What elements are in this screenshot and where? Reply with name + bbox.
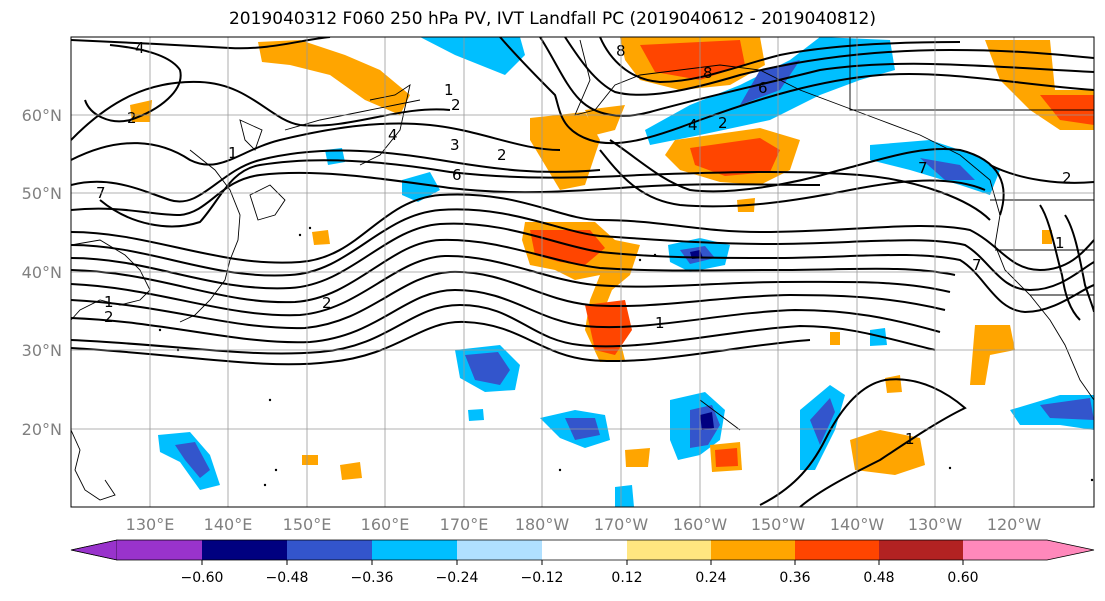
contour-label: 2 bbox=[718, 114, 728, 132]
contour-label: 1 bbox=[444, 81, 454, 99]
colorbar-segment bbox=[711, 540, 795, 560]
colorbar-tick-label: −0.60 bbox=[181, 570, 224, 586]
colorbar-tick-label: −0.36 bbox=[351, 570, 394, 586]
pv-anomaly-shading bbox=[130, 37, 1094, 507]
lon-label: 130°W bbox=[908, 515, 963, 534]
contour-label: 2 bbox=[497, 146, 507, 164]
lon-label: 160°W bbox=[673, 515, 728, 534]
contour-label: 1 bbox=[1055, 234, 1065, 252]
lon-label: 150°W bbox=[751, 515, 806, 534]
contour-label: 1 bbox=[655, 314, 665, 332]
map-content: 4 7 1 2 4 3 2 6 1 2 8 8 6 4 2 1 7 2 1 2 … bbox=[71, 37, 1094, 507]
contour-label: 1 bbox=[905, 430, 915, 448]
contour-label: 2 bbox=[1062, 169, 1072, 187]
colorbar: −0.60 −0.48 −0.36 −0.24 −0.12 0.12 0.24 … bbox=[70, 539, 1095, 586]
lon-label: 120°W bbox=[987, 515, 1042, 534]
colorbar-tick-label: 0.36 bbox=[779, 570, 810, 586]
colorbar-tick-label: −0.48 bbox=[266, 570, 309, 586]
lat-label-40n: 40°N bbox=[22, 263, 62, 282]
lon-label: 150°E bbox=[283, 515, 332, 534]
lon-label: 170°E bbox=[440, 515, 489, 534]
contour-label: 4 bbox=[688, 116, 698, 134]
contour-label: 7 bbox=[972, 256, 982, 274]
colorbar-segment bbox=[879, 540, 963, 560]
colorbar-segment bbox=[795, 540, 879, 560]
map-title: 2019040312 F060 250 hPa PV, IVT Landfall… bbox=[228, 9, 876, 29]
colorbar-tick-label: 0.12 bbox=[611, 570, 642, 586]
colorbar-segment bbox=[117, 540, 202, 560]
contour-label: 1 bbox=[104, 293, 114, 311]
contour-label: 2 bbox=[322, 294, 332, 312]
colorbar-segment bbox=[287, 540, 372, 560]
pv-contours bbox=[71, 37, 1094, 507]
lon-label: 140°W bbox=[830, 515, 885, 534]
gridlines bbox=[71, 37, 1094, 507]
contour-label: 4 bbox=[135, 39, 145, 57]
contour-label: 6 bbox=[758, 79, 768, 97]
contour-label: 3 bbox=[450, 136, 460, 154]
colorbar-segment bbox=[542, 540, 627, 560]
contour-label: 7 bbox=[918, 159, 928, 177]
island-marks bbox=[158, 226, 1094, 487]
colorbar-tick-label: −0.12 bbox=[521, 570, 564, 586]
colorbar-segment bbox=[70, 539, 118, 561]
colorbar-segment bbox=[372, 540, 457, 560]
colorbar-segment bbox=[202, 540, 287, 560]
contour-label: 6 bbox=[452, 166, 462, 184]
colorbar-tick-label: −0.24 bbox=[436, 570, 479, 586]
colorbar-segment bbox=[457, 540, 542, 560]
colorbar-tick-label: 0.24 bbox=[695, 570, 726, 586]
latitude-labels: 60°N 50°N 40°N 30°N 20°N bbox=[22, 106, 62, 439]
colorbar-segment bbox=[963, 540, 1047, 560]
lon-label: 130°E bbox=[126, 515, 175, 534]
lon-label: 160°E bbox=[361, 515, 410, 534]
contour-label: 8 bbox=[703, 64, 713, 82]
colorbar-outline bbox=[70, 539, 1095, 561]
map-frame bbox=[70, 36, 1095, 508]
lon-label: 140°E bbox=[204, 515, 253, 534]
longitude-labels: 130°E 140°E 150°E 160°E 170°E 180°W 170°… bbox=[126, 515, 1042, 534]
colorbar-segment bbox=[1047, 540, 1094, 560]
colorbar-tick-label: 0.48 bbox=[863, 570, 894, 586]
colorbar-ticks bbox=[201, 560, 964, 565]
contour-label: 2 bbox=[104, 308, 114, 326]
lat-label-60n: 60°N bbox=[22, 106, 62, 125]
lat-label-30n: 30°N bbox=[22, 341, 62, 360]
contour-label: 2 bbox=[451, 96, 461, 114]
colorbar-segment bbox=[627, 540, 711, 560]
colorbar-tick-label: 0.60 bbox=[947, 570, 978, 586]
lon-label: 180°W bbox=[515, 515, 570, 534]
lat-label-50n: 50°N bbox=[22, 184, 62, 203]
contour-label: 2 bbox=[127, 109, 137, 127]
lon-label: 170°W bbox=[594, 515, 649, 534]
contour-label: 4 bbox=[388, 126, 398, 144]
contour-label: 1 bbox=[228, 144, 238, 162]
lat-label-20n: 20°N bbox=[22, 420, 62, 439]
